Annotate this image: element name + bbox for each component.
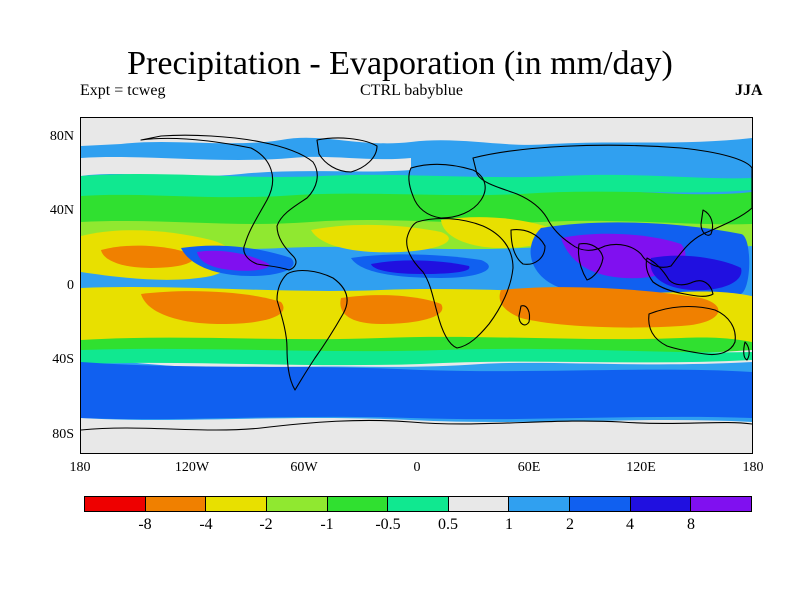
field-n-pacific-orange <box>101 245 194 268</box>
colorbar-label: 4 <box>626 516 634 533</box>
colorbar-swatch <box>85 497 146 511</box>
colorbar-swatch <box>448 497 510 511</box>
colorbar-label: 2 <box>566 516 574 533</box>
colorbar-swatch <box>327 497 389 511</box>
coast-arabia <box>510 229 546 265</box>
field-arctic-grey <box>81 118 752 146</box>
coast-north-america <box>140 134 318 271</box>
chart-title: Precipitation - Evaporation (in mm/day) <box>127 45 673 82</box>
coast-antarctica <box>81 419 752 431</box>
field-na-grey <box>81 156 411 176</box>
field-asia-deep-blue <box>650 255 742 291</box>
x-tick-label: 60E <box>517 460 541 475</box>
field-itcz-atlantic-deep <box>371 260 470 274</box>
colorbar-swatch <box>206 497 267 511</box>
coast-africa <box>406 218 514 349</box>
x-tick-label: 0 <box>413 460 421 475</box>
y-tick-label: 0 <box>67 278 74 293</box>
experiment-label: Expt = tcweg <box>80 82 166 99</box>
coast-south-america <box>276 269 348 391</box>
colorbar-swatch <box>145 497 207 511</box>
colorbar-label: -4 <box>199 516 213 533</box>
y-tick-label: 80N <box>49 129 74 144</box>
colorbar-swatch <box>630 497 692 511</box>
y-tick-label: 40N <box>49 203 74 218</box>
colorbar-label: -0.5 <box>375 516 401 533</box>
field-southern-ocean-blue <box>81 362 752 420</box>
x-tick-label: 120W <box>174 460 210 475</box>
colorbar-label: -2 <box>259 516 273 533</box>
coast-australia <box>648 306 736 356</box>
coast-asia <box>472 144 752 268</box>
x-tick-label: 180 <box>742 460 764 475</box>
colorbar-label: 8 <box>687 516 695 533</box>
run-label: CTRL babyblue <box>360 82 463 99</box>
field-s-atlantic-orange <box>340 295 443 324</box>
coast-new-zealand <box>743 341 750 361</box>
colorbar-swatch <box>691 497 752 511</box>
coast-madagascar <box>518 305 531 326</box>
x-tick-label: 180 <box>69 460 91 475</box>
field-s-indian-orange <box>499 287 719 328</box>
coast-se-asia <box>645 257 714 297</box>
field-n-atlantic-dry <box>311 224 449 253</box>
field-n-teal <box>81 174 752 198</box>
season-label: JJA <box>735 82 763 99</box>
coast-india <box>577 243 604 281</box>
colorbar-label: -1 <box>320 516 334 533</box>
field-itcz-pacific-purple <box>197 250 270 271</box>
colorbar-label: 1 <box>505 516 513 533</box>
x-tick-label: 120E <box>626 460 656 475</box>
y-tick-label: 40S <box>52 352 74 367</box>
map-plot <box>80 117 753 454</box>
coast-europe <box>408 163 486 219</box>
colorbar-swatch <box>509 497 571 511</box>
colorbar-swatch <box>266 497 328 511</box>
colorbar-swatch <box>388 497 449 511</box>
colorbar <box>84 496 752 512</box>
colorbar-label: 0.5 <box>438 516 458 533</box>
x-tick-label: 60W <box>290 460 318 475</box>
colorbar-swatch <box>570 497 631 511</box>
field-sahara-dry <box>441 217 554 248</box>
y-tick-label: 80S <box>52 427 74 442</box>
coastlines <box>81 134 752 431</box>
field-s-pacific-orange <box>141 291 284 324</box>
field-antarctic-grey <box>81 418 752 453</box>
p-minus-e-map <box>81 118 752 453</box>
colorbar-label: -8 <box>138 516 152 533</box>
coast-greenland <box>316 137 378 173</box>
coast-japan <box>700 209 714 236</box>
field-s-teal <box>81 348 752 366</box>
